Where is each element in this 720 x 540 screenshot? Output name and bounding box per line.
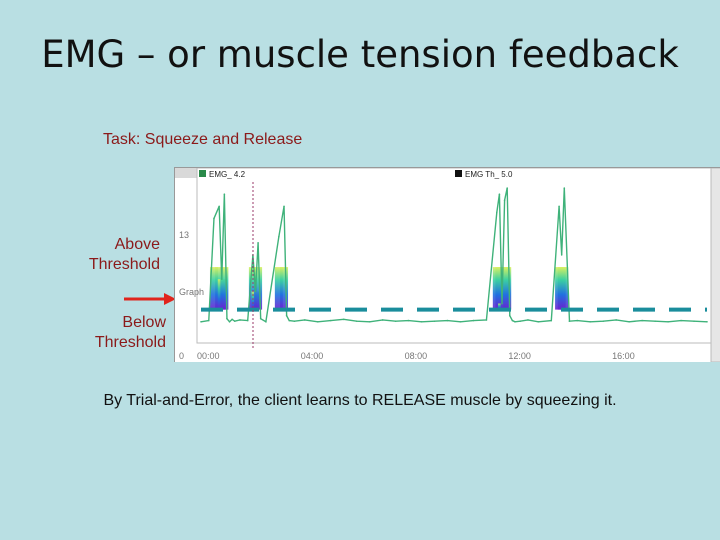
emg-point — [472, 319, 475, 322]
emg-point — [628, 320, 630, 323]
emg-point — [233, 320, 236, 322]
task-label: Task: Squeeze and Release — [103, 131, 303, 148]
emg-point — [667, 320, 669, 323]
emg-point — [550, 319, 553, 322]
emg-point — [293, 320, 296, 322]
emg-point — [213, 217, 215, 220]
emg-point — [508, 314, 511, 317]
emg-point — [355, 320, 358, 322]
y-tick-label: 0 — [179, 351, 184, 361]
emg-point — [589, 320, 592, 323]
emg-point — [501, 302, 503, 305]
burst-mark — [274, 267, 283, 310]
burst-mark — [280, 267, 289, 310]
emg-point — [278, 235, 280, 238]
emg-point — [641, 319, 643, 322]
emg-point — [654, 320, 656, 322]
emg-point — [560, 254, 563, 256]
emg-point — [220, 278, 223, 281]
emg-point — [342, 318, 345, 321]
emg-point — [485, 319, 488, 321]
emg-point — [511, 319, 514, 322]
emg-line — [200, 187, 708, 323]
emg-point — [558, 205, 560, 208]
emg-point — [420, 320, 423, 323]
y-tick-label: Graph — [179, 287, 204, 297]
emg-point — [239, 319, 241, 321]
emg-point — [254, 290, 257, 293]
burst-mark — [248, 267, 257, 310]
emg-point — [514, 320, 516, 323]
burst-mark — [220, 267, 229, 310]
legend-label: EMG Th_ 5.0 — [465, 170, 513, 179]
emg-point — [433, 320, 436, 322]
x-tick-label: 16:00 — [612, 351, 635, 361]
caption: By Trial-and-Error, the client learns to… — [103, 392, 617, 409]
emg-point — [459, 320, 462, 323]
emg-point — [503, 199, 506, 202]
y-tick-label: 13 — [179, 230, 189, 240]
emg-point — [527, 319, 529, 321]
emg-point — [615, 319, 617, 321]
emg-point — [537, 320, 540, 323]
emg-point — [381, 319, 384, 321]
emg-point — [218, 205, 220, 208]
emg-point — [303, 319, 306, 321]
below-threshold-label: Below Threshold — [6, 313, 166, 353]
emg-point — [223, 193, 226, 195]
emg-point — [693, 320, 695, 322]
emg-chart-panel: EMG_ 4.2 EMG Th_ 5.0 13 Graph 0 00:00 04:00 08… — [174, 167, 720, 362]
emg-point — [259, 317, 262, 320]
emg-point — [285, 314, 288, 317]
legend-label: EMG_ 4.2 — [209, 170, 246, 179]
emg-point — [602, 320, 605, 322]
burst-mark — [503, 267, 512, 310]
emg-point — [316, 320, 319, 323]
burst-mark — [495, 267, 504, 310]
emg-point — [228, 320, 231, 323]
emg-chart: EMG_ 4.2 EMG Th_ 5.0 13 Graph 0 00:00 04:00 08… — [175, 168, 720, 362]
slide-title: EMG – or muscle tension feedback — [41, 33, 679, 76]
emg-point — [226, 317, 228, 320]
emg-point — [207, 319, 210, 322]
emg-point — [231, 318, 233, 321]
x-tick-label: 08:00 — [405, 351, 428, 361]
threshold-arrow-icon — [124, 293, 176, 305]
emg-point — [563, 187, 566, 189]
emg-point — [368, 320, 371, 323]
emg-point — [283, 205, 285, 208]
emg-point — [200, 320, 202, 323]
emg-point — [265, 320, 267, 323]
emg-point — [706, 320, 708, 323]
burst-mark — [254, 267, 263, 310]
emg-point — [288, 319, 291, 322]
x-tick-label: 04:00 — [301, 351, 324, 361]
emg-point — [257, 241, 259, 244]
emg-point — [496, 211, 498, 214]
emg-point — [446, 319, 449, 322]
burst-mark — [209, 267, 218, 310]
legend-swatch — [199, 170, 206, 177]
above-threshold-text: Above Threshold — [88, 236, 160, 273]
emg-point — [394, 320, 397, 322]
burst-mark — [560, 267, 569, 310]
emg-point — [506, 187, 508, 189]
emg-point — [407, 319, 410, 322]
above-threshold-label: Above Threshold — [0, 235, 160, 275]
emg-point — [568, 320, 571, 322]
x-tick-label: 00:00 — [197, 351, 220, 361]
emg-point — [498, 193, 501, 195]
emg-point — [576, 319, 579, 322]
legend-swatch — [455, 170, 462, 177]
emg-point — [680, 319, 682, 322]
below-threshold-text: Below Threshold — [94, 314, 166, 351]
emg-point — [519, 320, 521, 322]
emg-point — [329, 319, 332, 322]
emg-point — [246, 319, 249, 322]
x-tick-label: 12:00 — [508, 351, 531, 361]
